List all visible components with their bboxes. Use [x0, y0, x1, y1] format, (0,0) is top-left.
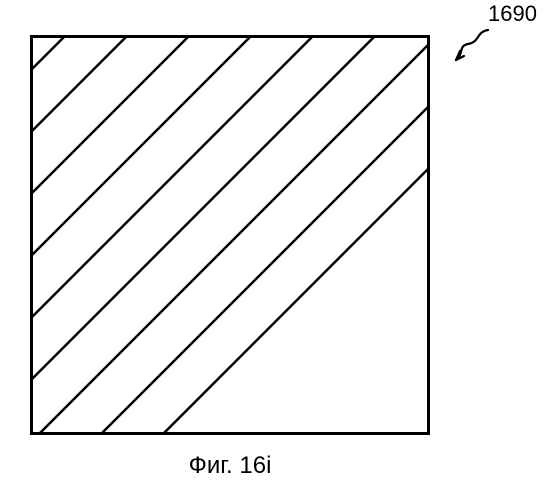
reference-number: 1690: [488, 1, 537, 27]
figure-caption: Фиг. 16i: [30, 452, 430, 480]
reference-arrow: [450, 26, 500, 66]
figure-container: [30, 35, 430, 440]
hatched-square: [30, 35, 430, 435]
